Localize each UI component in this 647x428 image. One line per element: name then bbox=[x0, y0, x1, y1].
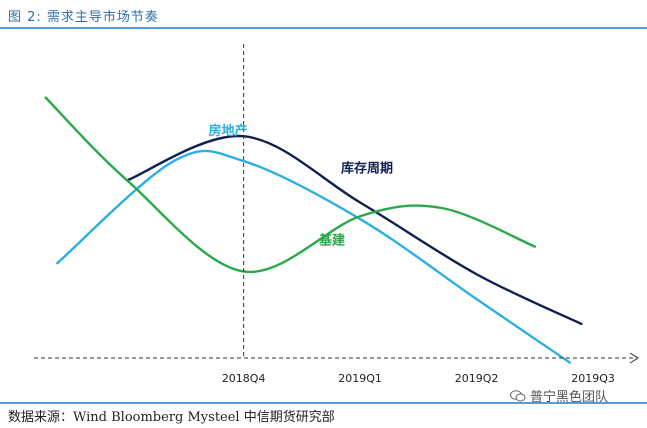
x-axis bbox=[34, 44, 639, 364]
series-line-0 bbox=[125, 134, 583, 326]
series-label-2: 基建 bbox=[318, 232, 345, 248]
wechat-icon bbox=[510, 389, 526, 401]
data-source-note: 数据来源：Wind Bloomberg Mysteel 中信期货研究部 bbox=[8, 410, 335, 425]
figure-title: 图 2: 需求主导市场节奏 bbox=[8, 10, 159, 25]
x-tick-label: 2019Q3 bbox=[571, 372, 615, 385]
title-divider bbox=[0, 27, 647, 29]
series-label-0: 库存周期 bbox=[341, 160, 393, 176]
x-tick-label: 2019Q2 bbox=[455, 372, 499, 385]
series-label-1: 房地产 bbox=[209, 123, 248, 139]
footer-divider bbox=[0, 402, 647, 404]
series-line-2 bbox=[44, 96, 537, 274]
watermark-text: 普宁黑色团队 bbox=[530, 390, 609, 405]
x-tick-label: 2018Q4 bbox=[222, 372, 266, 385]
x-axis-arrow bbox=[629, 352, 639, 364]
x-tick-label: 2019Q1 bbox=[338, 372, 382, 385]
series-line-1 bbox=[56, 149, 571, 364]
series-lines bbox=[44, 96, 583, 364]
watermark: 普宁黑色团队 bbox=[510, 386, 608, 405]
x-tick-labels: 2018Q4 2019Q1 2019Q2 2019Q3 bbox=[222, 372, 615, 385]
